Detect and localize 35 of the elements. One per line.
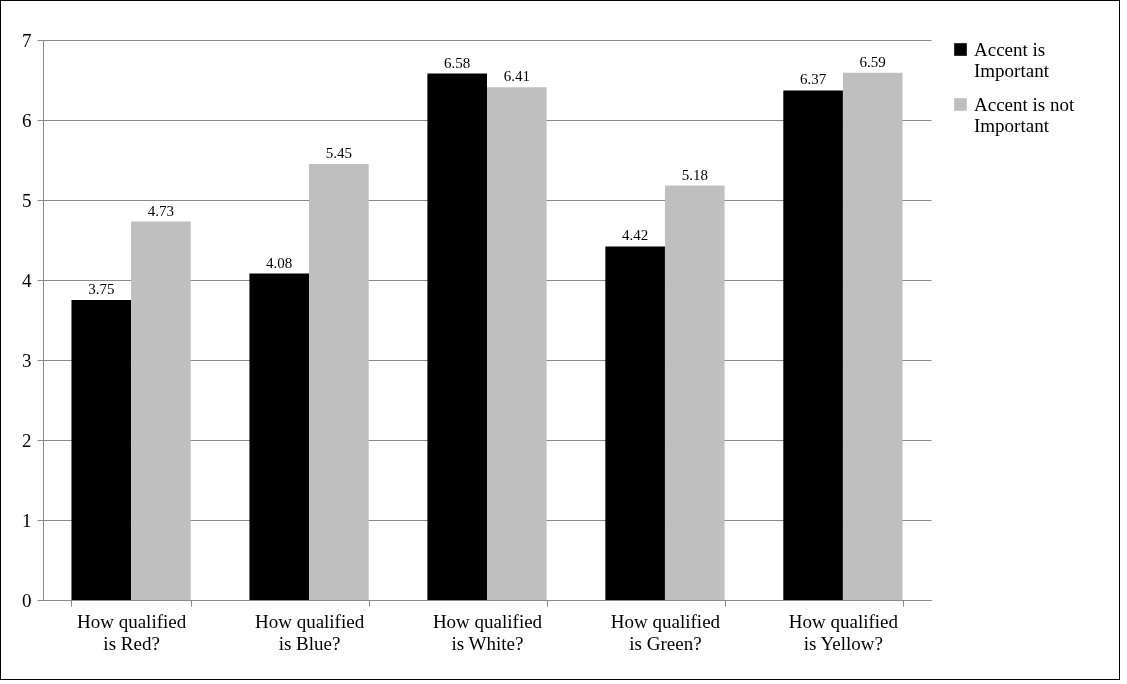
data-label: 6.41 (503, 68, 530, 85)
x-tick-label: How qualified is White? (432, 610, 543, 654)
y-tick-label: 3 (22, 349, 32, 371)
legend-label: Accent is Important (974, 38, 1050, 81)
data-label: 6.37 (799, 71, 827, 88)
data-label: 5.45 (325, 145, 352, 161)
y-tick-label: 4 (22, 269, 32, 291)
y-tick-label: 7 (22, 29, 32, 51)
bar (71, 300, 132, 600)
bar (487, 87, 547, 600)
y-tick-label: 5 (22, 189, 32, 211)
data-label: 4.42 (622, 227, 649, 244)
data-label: 6.59 (859, 53, 886, 70)
bar (131, 221, 191, 600)
bar (309, 164, 369, 600)
bar (664, 185, 725, 600)
y-tick-label: 1 (22, 509, 32, 531)
bar (783, 90, 843, 600)
y-tick-label: 2 (22, 429, 32, 451)
bar (605, 246, 665, 600)
y-tick-label: 0 (22, 589, 32, 611)
data-label: 5.18 (681, 166, 708, 183)
data-label: 6.58 (444, 54, 471, 71)
y-tick-label: 6 (22, 109, 32, 131)
bar (249, 273, 310, 600)
x-tick-label: How qualified is Blue? (254, 610, 365, 654)
legend-label: Accent is not Important (974, 93, 1075, 136)
x-tick-label: How qualified is Yellow? (788, 610, 899, 654)
data-label: 4.73 (147, 202, 175, 219)
bar (842, 72, 903, 600)
x-tick-label: How qualified is Red? (76, 610, 187, 654)
x-tick-label: How qualified is Green? (610, 610, 721, 654)
data-label: 3.75 (88, 281, 115, 297)
bar (427, 73, 487, 600)
data-label: 4.08 (266, 254, 293, 271)
